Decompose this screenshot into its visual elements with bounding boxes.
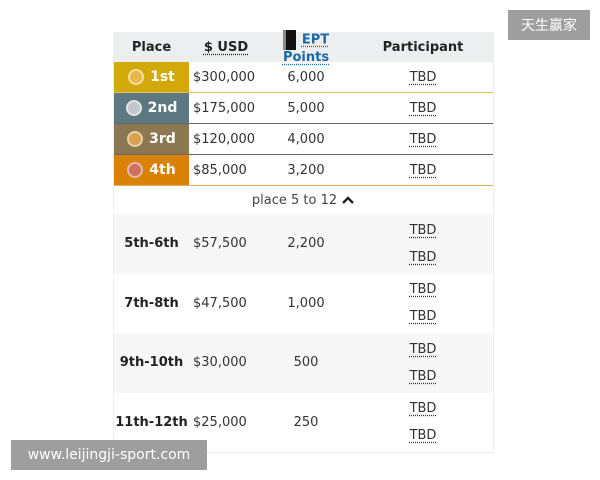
usd-cell: $300,000: [193, 69, 256, 85]
participant-link[interactable]: TBD: [409, 341, 437, 357]
points-cell: 1,000: [287, 295, 325, 311]
points-cell: 4,000: [287, 131, 325, 147]
medal-icon: [127, 131, 144, 147]
participant-link[interactable]: TBD: [409, 69, 437, 85]
usd-cell: $25,000: [193, 414, 247, 430]
participant-link[interactable]: TBD: [409, 401, 437, 417]
usd-cell: $120,000: [193, 131, 256, 147]
place-cell: 3rd: [114, 124, 189, 154]
participant-link[interactable]: TBD: [409, 249, 437, 265]
table-row: 3rd $120,000 4,000 TBD: [114, 124, 493, 155]
points-cell: 3,200: [287, 162, 325, 178]
points-cell: 6,000: [287, 69, 325, 85]
participant-link[interactable]: TBD: [409, 428, 437, 444]
usd-cell: $30,000: [193, 355, 247, 371]
points-cell: 500: [293, 355, 319, 371]
place-label: 2nd: [147, 100, 178, 116]
place-label: 3rd: [149, 131, 176, 147]
participant-cell: TBD TBD: [353, 401, 493, 443]
place-cell: 1st: [114, 62, 189, 92]
medal-icon: [127, 162, 144, 178]
ept-points-link[interactable]: EPT Points: [282, 32, 330, 65]
table-row: 7th-8th $47,500 1,000 TBD TBD: [114, 273, 493, 333]
usd-cell: $57,500: [193, 236, 247, 252]
participant-cell: TBD TBD: [353, 342, 493, 384]
header-usd-label: $ USD: [203, 39, 249, 55]
participant-link[interactable]: TBD: [409, 162, 437, 178]
watermark-bottom: www.leijingji-sport.com: [11, 440, 207, 470]
place-cell: 11th-12th: [115, 414, 188, 430]
table-row: 4th $85,000 3,200 TBD: [114, 155, 493, 186]
payout-table: Place $ USD EPT Points Participant 1st $…: [113, 29, 494, 453]
usd-cell: $175,000: [193, 100, 256, 116]
participant-cell: TBD: [353, 132, 493, 147]
book-icon: [282, 29, 296, 50]
toggle-label: place 5 to 12: [251, 192, 338, 208]
place-cell: 7th-8th: [124, 295, 179, 311]
participant-link[interactable]: TBD: [409, 368, 437, 384]
place-cell: 9th-10th: [119, 355, 184, 371]
table-header: Place $ USD EPT Points Participant: [114, 29, 493, 65]
medal-icon: [125, 100, 142, 116]
medal-icon: [128, 69, 145, 85]
participant-cell: TBD: [353, 70, 493, 85]
points-cell: 5,000: [287, 100, 325, 116]
chevron-up-icon: [342, 196, 355, 204]
participant-cell: TBD: [353, 101, 493, 116]
header-place: Place: [131, 39, 172, 55]
participant-cell: TBD: [353, 163, 493, 178]
place-cell: 4th: [114, 155, 189, 185]
usd-cell: $47,500: [193, 295, 247, 311]
place-label: 4th: [149, 162, 176, 178]
participant-link[interactable]: TBD: [409, 222, 437, 238]
watermark-top: 天生赢家: [508, 10, 590, 40]
points-cell: 250: [293, 414, 319, 430]
place-cell: 2nd: [114, 93, 189, 123]
table-row: 1st $300,000 6,000 TBD: [114, 62, 493, 93]
points-cell: 2,200: [287, 236, 325, 252]
header-points[interactable]: EPT Points: [259, 29, 353, 65]
toggle-places-button[interactable]: place 5 to 12: [114, 186, 493, 214]
usd-cell: $85,000: [193, 162, 247, 178]
participant-link[interactable]: TBD: [409, 100, 437, 116]
place-label: 1st: [150, 69, 175, 85]
participant-cell: TBD TBD: [353, 223, 493, 265]
place-cell: 5th-6th: [124, 236, 179, 252]
header-usd: $ USD: [189, 40, 259, 55]
table-row: 2nd $175,000 5,000 TBD: [114, 93, 493, 124]
table-row: 9th-10th $30,000 500 TBD TBD: [114, 333, 493, 393]
participant-link[interactable]: TBD: [409, 309, 437, 325]
participant-link[interactable]: TBD: [409, 131, 437, 147]
header-participant: Participant: [382, 39, 464, 55]
participant-cell: TBD TBD: [353, 282, 493, 324]
table-row: 5th-6th $57,500 2,200 TBD TBD: [114, 214, 493, 274]
participant-link[interactable]: TBD: [409, 282, 437, 298]
